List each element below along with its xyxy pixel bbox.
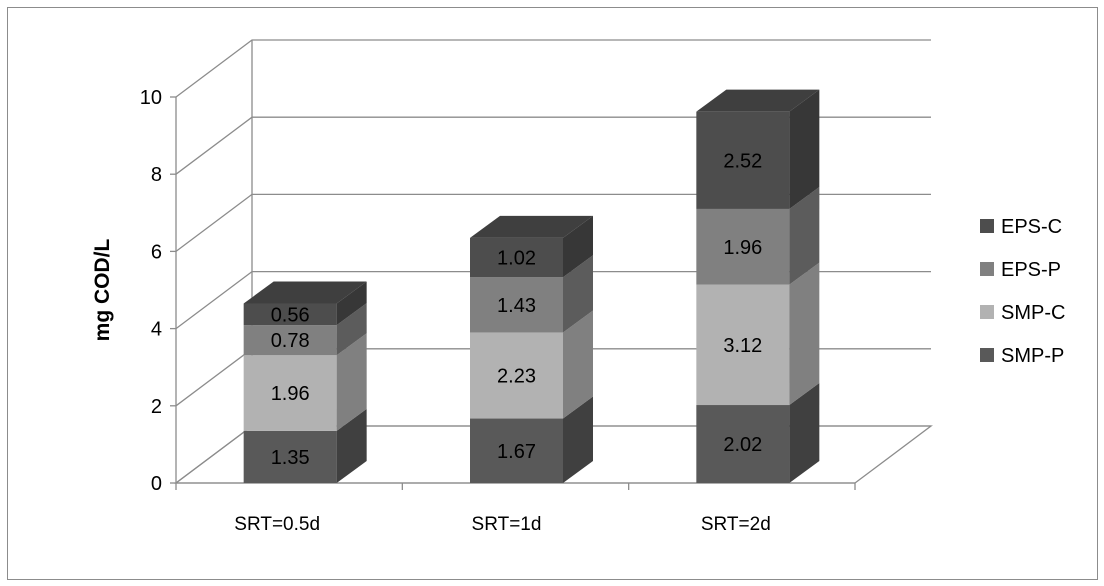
bar-front-face (470, 277, 563, 333)
bar-front-face (243, 430, 337, 483)
bar-side-face (336, 333, 367, 431)
data-label: 1.02 (497, 248, 536, 270)
bar-top-face (470, 215, 593, 238)
bar-segment-eps-p-1 (243, 303, 367, 356)
y-axis-title: mg COD/L (91, 239, 114, 342)
bar-segment-eps-c-3 (696, 89, 820, 209)
bar-front-face (696, 284, 790, 406)
legend-swatch (980, 219, 994, 233)
y-tick-label: 8 (151, 164, 162, 186)
bar-segment-smp-c-3 (696, 262, 820, 406)
data-label: 2.52 (723, 150, 762, 172)
bar-front-face (696, 208, 790, 285)
data-label: 1.67 (497, 441, 536, 463)
bar-side-face (789, 383, 820, 483)
bar-segment-smp-p-3 (696, 383, 820, 483)
x-category-label: SRT=1d (472, 514, 542, 535)
legend-swatch (980, 348, 994, 362)
data-label: 1.96 (271, 383, 310, 405)
bar-segment-smp-p-1 (243, 408, 367, 483)
data-label: 0.78 (271, 330, 310, 352)
bar-front-face (696, 111, 790, 209)
legend-item-smp-p: SMP-P (980, 345, 1064, 367)
x-category-label: SRT=0.5d (234, 514, 320, 535)
bar-side-face (563, 255, 593, 333)
bar-top-face (696, 89, 820, 112)
legend-swatch (980, 262, 994, 276)
data-label: 2.23 (497, 365, 536, 387)
axes: 0 2 4 6 8 10 SRT=0.5d SRT=1d SRT=2d (140, 87, 856, 535)
bar-segment-smp-c-2 (470, 310, 593, 419)
legend-label: SMP-C (1001, 302, 1065, 324)
bar-top-face (243, 281, 367, 304)
legend-item-eps-p: EPS-P (980, 259, 1061, 281)
data-label: 2.02 (723, 434, 762, 456)
bar-front-face (470, 418, 563, 483)
bar-front-face (243, 355, 337, 431)
bar-front-face (470, 332, 563, 419)
legend-swatch (980, 305, 994, 319)
legend-label: SMP-P (1001, 345, 1064, 367)
bar-side-face (563, 396, 593, 483)
bar-side-face (563, 215, 593, 278)
bar-front-face (243, 325, 337, 356)
bar-front-face (243, 303, 337, 326)
bar-side-face (789, 262, 820, 406)
x-category-label: SRT=2d (701, 514, 771, 535)
bar-segment-eps-c-1 (243, 281, 367, 326)
bars (243, 89, 820, 483)
bar-segment-smp-c-1 (243, 333, 367, 431)
bar-side-face (563, 310, 593, 419)
y-tick-label: 10 (140, 87, 162, 109)
legend-label: EPS-P (1001, 259, 1061, 281)
legend: EPS-C EPS-P SMP-C SMP-P (980, 216, 1065, 367)
legend-item-eps-c: EPS-C (980, 216, 1062, 238)
bar-side-face (789, 89, 820, 209)
bar-side-face (789, 186, 820, 285)
y-tick-label: 0 (151, 473, 162, 495)
bar-front-face (470, 237, 563, 278)
bar-segment-eps-c-2 (470, 215, 593, 278)
y-tick-label: 4 (151, 319, 162, 341)
data-label: 3.12 (723, 335, 762, 357)
y-tick-label: 2 (151, 396, 162, 418)
data-label: 1.96 (723, 237, 762, 259)
bar-segment-eps-p-3 (696, 186, 820, 285)
bar-side-face (336, 408, 367, 483)
data-label: 0.56 (271, 304, 310, 326)
legend-item-smp-c: SMP-C (980, 302, 1065, 324)
data-labels: 1.35 1.96 0.78 0.56 1.67 2.23 1.43 1.02 2.02 3.12… (271, 150, 763, 469)
bar-segment-eps-p-2 (470, 255, 593, 333)
data-label: 1.43 (497, 295, 536, 317)
y-tick-label: 6 (151, 241, 162, 263)
data-label: 1.35 (271, 447, 310, 469)
bar-segment-smp-p-2 (470, 396, 593, 483)
legend-label: EPS-C (1001, 216, 1062, 238)
bar-side-face (336, 281, 367, 326)
bar-side-face (336, 303, 367, 356)
bar-front-face (696, 405, 790, 483)
gridline (175, 39, 931, 98)
